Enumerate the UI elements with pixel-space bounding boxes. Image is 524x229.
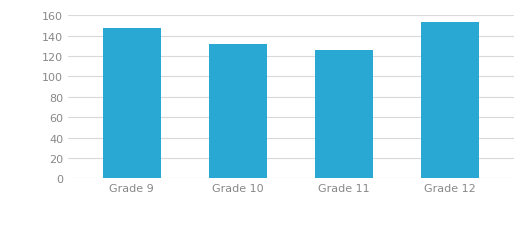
Bar [209,44,267,179]
Bar [103,29,161,179]
Bar [315,51,373,179]
Bar [421,23,479,179]
